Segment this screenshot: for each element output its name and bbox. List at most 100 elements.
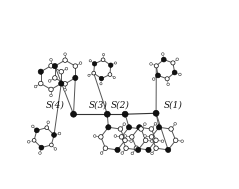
Circle shape: [49, 87, 53, 92]
Circle shape: [167, 83, 169, 86]
Circle shape: [146, 147, 151, 153]
Circle shape: [45, 126, 49, 130]
Circle shape: [126, 125, 132, 130]
Circle shape: [119, 135, 124, 139]
Circle shape: [73, 64, 78, 68]
Circle shape: [109, 63, 113, 67]
Circle shape: [54, 148, 57, 150]
Circle shape: [156, 73, 160, 78]
Circle shape: [154, 122, 157, 125]
Circle shape: [174, 138, 178, 143]
Circle shape: [50, 58, 52, 61]
Circle shape: [169, 127, 173, 131]
Circle shape: [124, 135, 127, 137]
Circle shape: [156, 125, 162, 130]
Circle shape: [161, 57, 166, 62]
Circle shape: [150, 63, 152, 65]
Circle shape: [154, 64, 158, 68]
Text: S(4): S(4): [45, 100, 64, 109]
Circle shape: [47, 121, 49, 124]
Circle shape: [48, 80, 51, 82]
Circle shape: [38, 69, 43, 74]
Circle shape: [101, 58, 105, 62]
Circle shape: [181, 140, 184, 143]
Circle shape: [79, 62, 82, 64]
Circle shape: [176, 58, 179, 61]
Circle shape: [122, 111, 128, 117]
Circle shape: [121, 152, 124, 154]
Circle shape: [63, 58, 67, 62]
Circle shape: [59, 81, 64, 86]
Circle shape: [63, 82, 67, 86]
Circle shape: [53, 76, 57, 80]
Circle shape: [154, 138, 158, 143]
Circle shape: [130, 135, 134, 139]
Circle shape: [73, 75, 78, 81]
Circle shape: [174, 122, 176, 125]
Circle shape: [136, 147, 141, 153]
Circle shape: [99, 76, 104, 81]
Circle shape: [166, 147, 171, 153]
Circle shape: [114, 62, 117, 64]
Circle shape: [49, 143, 53, 147]
Text: S(1): S(1): [163, 100, 182, 109]
Circle shape: [59, 69, 64, 74]
Circle shape: [108, 73, 112, 76]
Text: S(3): S(3): [88, 100, 107, 109]
Circle shape: [114, 135, 117, 137]
Circle shape: [139, 127, 143, 131]
Circle shape: [106, 125, 111, 130]
Circle shape: [49, 64, 53, 68]
Circle shape: [39, 152, 41, 154]
Circle shape: [27, 140, 30, 143]
Circle shape: [104, 111, 110, 117]
Circle shape: [64, 88, 66, 91]
Circle shape: [162, 53, 164, 55]
Circle shape: [64, 53, 66, 56]
Circle shape: [144, 135, 146, 137]
Circle shape: [34, 128, 39, 133]
Circle shape: [92, 62, 97, 66]
Circle shape: [32, 139, 36, 142]
Circle shape: [100, 152, 103, 154]
Circle shape: [38, 81, 43, 86]
Circle shape: [179, 73, 181, 76]
Circle shape: [93, 135, 96, 137]
Circle shape: [152, 78, 155, 80]
Circle shape: [123, 138, 127, 143]
Circle shape: [131, 152, 134, 155]
Circle shape: [65, 67, 68, 70]
Circle shape: [130, 140, 132, 143]
Circle shape: [115, 147, 120, 153]
Circle shape: [102, 53, 105, 56]
Circle shape: [71, 111, 76, 117]
Circle shape: [32, 125, 34, 128]
Circle shape: [89, 60, 91, 62]
Circle shape: [52, 64, 58, 69]
Circle shape: [118, 127, 123, 131]
Circle shape: [137, 125, 142, 130]
Circle shape: [52, 132, 56, 137]
Circle shape: [171, 61, 175, 65]
Circle shape: [113, 76, 115, 79]
Circle shape: [154, 146, 158, 150]
Circle shape: [34, 85, 37, 88]
Circle shape: [151, 152, 153, 155]
Text: S(2): S(2): [111, 100, 130, 109]
Circle shape: [100, 83, 102, 85]
Circle shape: [144, 123, 146, 125]
Circle shape: [149, 127, 154, 131]
Circle shape: [149, 135, 154, 139]
Circle shape: [58, 132, 61, 135]
Circle shape: [172, 70, 177, 75]
Circle shape: [123, 123, 125, 125]
Circle shape: [143, 138, 148, 143]
Circle shape: [165, 77, 169, 81]
Circle shape: [151, 140, 153, 143]
Circle shape: [103, 146, 108, 150]
Circle shape: [134, 146, 139, 150]
Circle shape: [92, 71, 96, 75]
Circle shape: [50, 94, 52, 97]
Circle shape: [153, 110, 159, 116]
Circle shape: [88, 74, 90, 77]
